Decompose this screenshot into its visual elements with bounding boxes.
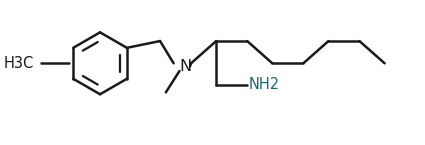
- Text: N: N: [179, 59, 191, 74]
- Text: NH2: NH2: [249, 77, 280, 92]
- Text: H3C: H3C: [4, 56, 34, 71]
